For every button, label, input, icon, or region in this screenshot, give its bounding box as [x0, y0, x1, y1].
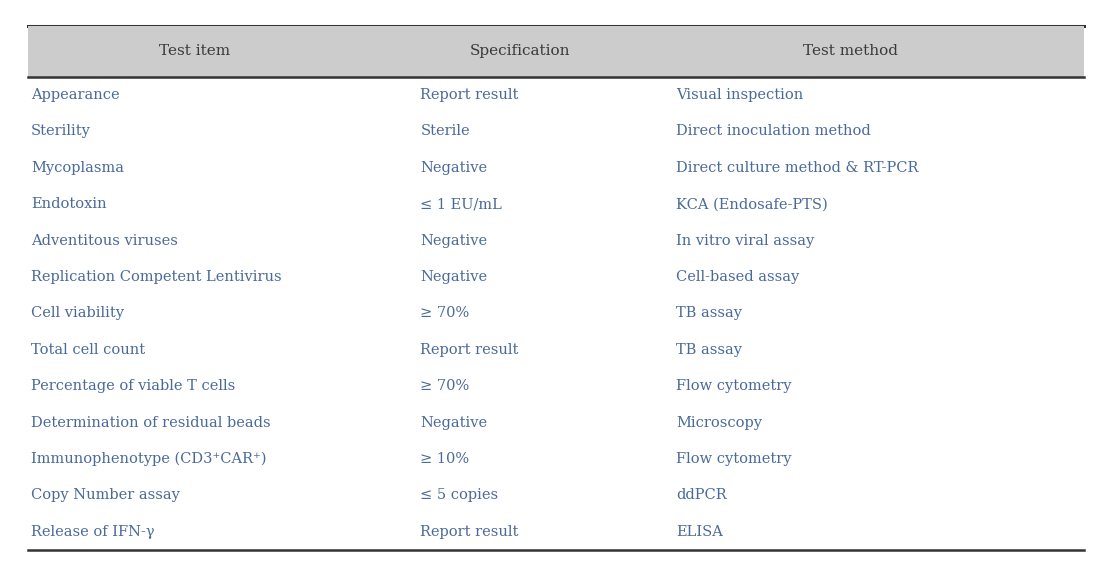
Text: TB assay: TB assay [676, 307, 742, 320]
Bar [28, 26, 1084, 77]
Text: Negative: Negative [420, 415, 487, 430]
Text: Flow cytometry: Flow cytometry [676, 379, 792, 393]
Text: ≤ 5 copies: ≤ 5 copies [420, 488, 498, 503]
Text: Total cell count: Total cell count [31, 343, 146, 357]
Text: Negative: Negative [420, 234, 487, 248]
Text: Cell-based assay: Cell-based assay [676, 270, 800, 284]
Text: KCA (Endosafe-PTS): KCA (Endosafe-PTS) [676, 197, 827, 211]
Text: Sterile: Sterile [420, 124, 470, 138]
Text: ≥ 70%: ≥ 70% [420, 307, 469, 320]
Text: Determination of residual beads: Determination of residual beads [31, 415, 270, 430]
Text: Negative: Negative [420, 161, 487, 175]
Text: Sterility: Sterility [31, 124, 91, 138]
Text: ≤ 1 EU/mL: ≤ 1 EU/mL [420, 197, 503, 211]
Text: Visual inspection: Visual inspection [676, 88, 803, 102]
Text: Adventitous viruses: Adventitous viruses [31, 234, 178, 248]
Text: Immunophenotype (CD3⁺CAR⁺): Immunophenotype (CD3⁺CAR⁺) [31, 452, 267, 466]
Text: Microscopy: Microscopy [676, 415, 762, 430]
Text: Appearance: Appearance [31, 88, 120, 102]
Text: ≥ 70%: ≥ 70% [420, 379, 469, 393]
Text: Copy Number assay: Copy Number assay [31, 488, 180, 503]
Text: Specification: Specification [470, 44, 570, 58]
Text: Replication Competent Lentivirus: Replication Competent Lentivirus [31, 270, 281, 284]
Text: Flow cytometry: Flow cytometry [676, 452, 792, 466]
Text: Percentage of viable T cells: Percentage of viable T cells [31, 379, 236, 393]
Text: Release of IFN-γ: Release of IFN-γ [31, 525, 155, 539]
Text: Negative: Negative [420, 270, 487, 284]
Text: ddPCR: ddPCR [676, 488, 727, 503]
Text: In vitro viral assay: In vitro viral assay [676, 234, 814, 248]
Text: Mycoplasma: Mycoplasma [31, 161, 125, 175]
Text: Report result: Report result [420, 525, 518, 539]
Text: Direct culture method & RT-PCR: Direct culture method & RT-PCR [676, 161, 919, 175]
Text: ELISA: ELISA [676, 525, 723, 539]
Text: Cell viability: Cell viability [31, 307, 125, 320]
Text: Report result: Report result [420, 343, 518, 357]
Text: Test item: Test item [159, 44, 230, 58]
Text: ≥ 10%: ≥ 10% [420, 452, 469, 466]
Text: Direct inoculation method: Direct inoculation method [676, 124, 871, 138]
Text: TB assay: TB assay [676, 343, 742, 357]
Text: Test method: Test method [803, 44, 898, 58]
Text: Endotoxin: Endotoxin [31, 197, 107, 211]
Text: Report result: Report result [420, 88, 518, 102]
